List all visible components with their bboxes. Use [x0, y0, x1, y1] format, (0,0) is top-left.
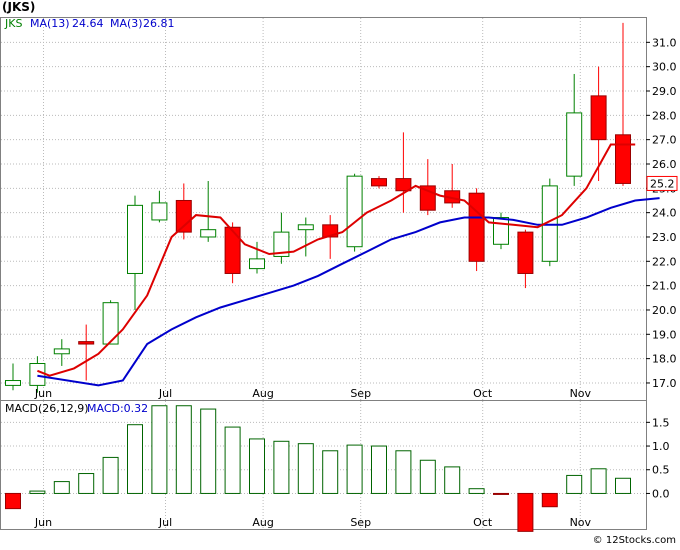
price-tick-label: 19.0	[652, 328, 677, 341]
macd-bar	[566, 474, 583, 494]
macd-legend-label: MACD(26,12,9)	[5, 402, 89, 415]
chart-title: (JKS)	[2, 0, 35, 14]
candle-body	[29, 363, 46, 386]
price-tick-label: 26.0	[652, 158, 677, 171]
macd-bar	[395, 450, 412, 494]
price-tick-label: 22.0	[652, 255, 677, 268]
macd-x-tick-label: Aug	[252, 516, 273, 529]
candle-body	[346, 175, 363, 248]
watermark: © 12Stocks.com	[593, 535, 676, 546]
candle-body	[5, 380, 21, 386]
price-tick-label: 20.0	[652, 304, 677, 317]
macd-x-tick-label: Sep	[350, 516, 371, 529]
candle-body	[468, 192, 485, 262]
macd-bar	[493, 492, 509, 495]
macd-bar	[78, 473, 95, 494]
ma13-line	[37, 197, 660, 387]
axis-labels: 17.018.019.020.021.022.023.024.025.026.0…	[34, 36, 678, 529]
last-price-box	[646, 175, 678, 191]
legend-ma3-label: MA(3)	[110, 17, 143, 30]
candle-body	[224, 226, 241, 274]
macd-bar	[53, 481, 70, 494]
candle-body	[615, 134, 631, 184]
moving-averages	[37, 143, 660, 387]
candle-body	[371, 178, 387, 187]
macd-bar	[517, 492, 534, 532]
macd-legend-value: MACD:0.32	[87, 402, 148, 415]
candle-body	[249, 258, 265, 270]
price-tick-label: 21.0	[652, 280, 677, 293]
x-tick-label: Jun	[34, 387, 52, 400]
macd-bar	[151, 405, 168, 494]
price-tick-label: 28.0	[652, 109, 677, 122]
macd-x-tick-label: Jul	[158, 516, 172, 529]
macd-bar	[468, 488, 485, 494]
candle-body	[151, 202, 168, 221]
last-price-label: 25.2	[650, 177, 675, 190]
macd-bar	[444, 466, 461, 494]
candle-body	[493, 217, 509, 245]
macd-bar	[200, 408, 217, 494]
macd-bars	[5, 405, 631, 532]
macd-bar	[541, 492, 558, 508]
macd-bar	[29, 490, 46, 494]
price-tick-label: 27.0	[652, 134, 677, 147]
macd-tick-label: 1.5	[652, 416, 670, 429]
ma3-line	[37, 143, 636, 377]
candle-body	[53, 348, 70, 355]
price-tick-label: 17.0	[652, 377, 677, 390]
candle-body	[102, 302, 119, 345]
macd-bar	[297, 443, 314, 494]
price-tick-label: 23.0	[652, 231, 677, 244]
macd-tick-label: 1.0	[652, 440, 670, 453]
candle-body	[273, 231, 290, 257]
candle-body	[566, 112, 583, 177]
price-tick-label: 31.0	[652, 36, 677, 49]
candle-body	[541, 185, 558, 262]
price-tick-label: 30.0	[652, 61, 677, 74]
macd-x-tick-label: Jun	[34, 516, 52, 529]
candle-body	[127, 204, 143, 274]
legend-ma13-value: 24.64	[72, 17, 104, 30]
candle-body	[517, 231, 534, 274]
macd-bar	[590, 468, 607, 494]
price-tick-label: 29.0	[652, 85, 677, 98]
candle-body	[395, 178, 412, 192]
macd-bar	[224, 426, 241, 494]
macd-tick-label: 0.0	[652, 487, 670, 500]
x-tick-label: Oct	[473, 387, 493, 400]
candle-body	[297, 224, 314, 231]
macd-tick-label: 0.5	[652, 464, 670, 477]
price-tick-label: 18.0	[652, 353, 677, 366]
legend-symbol: JKS	[4, 17, 22, 30]
macd-bar	[175, 405, 192, 494]
macd-bar	[615, 477, 631, 494]
macd-bar	[5, 492, 21, 510]
candle-body	[200, 229, 217, 238]
x-tick-label: Jul	[158, 387, 172, 400]
candle-body	[175, 199, 192, 233]
legend-ma13-label: MA(13)	[30, 17, 70, 30]
macd-bar	[249, 438, 265, 494]
macd-x-tick-label: Nov	[570, 516, 592, 529]
macd-bar	[273, 440, 290, 494]
macd-bar	[346, 444, 363, 494]
macd-bar	[419, 459, 436, 494]
macd-x-tick-label: Oct	[473, 516, 493, 529]
x-tick-label: Aug	[252, 387, 273, 400]
candle-body	[78, 341, 95, 345]
x-tick-label: Nov	[570, 387, 592, 400]
legend-ma3-value: 26.81	[143, 17, 175, 30]
macd-bar	[322, 450, 339, 494]
macd-bar	[102, 456, 119, 494]
macd-bar	[371, 445, 387, 494]
x-tick-label: Sep	[350, 387, 371, 400]
grid-lines	[1, 18, 646, 529]
price-tick-label: 24.0	[652, 207, 677, 220]
candle-body	[590, 95, 607, 141]
macd-bar	[127, 424, 143, 494]
